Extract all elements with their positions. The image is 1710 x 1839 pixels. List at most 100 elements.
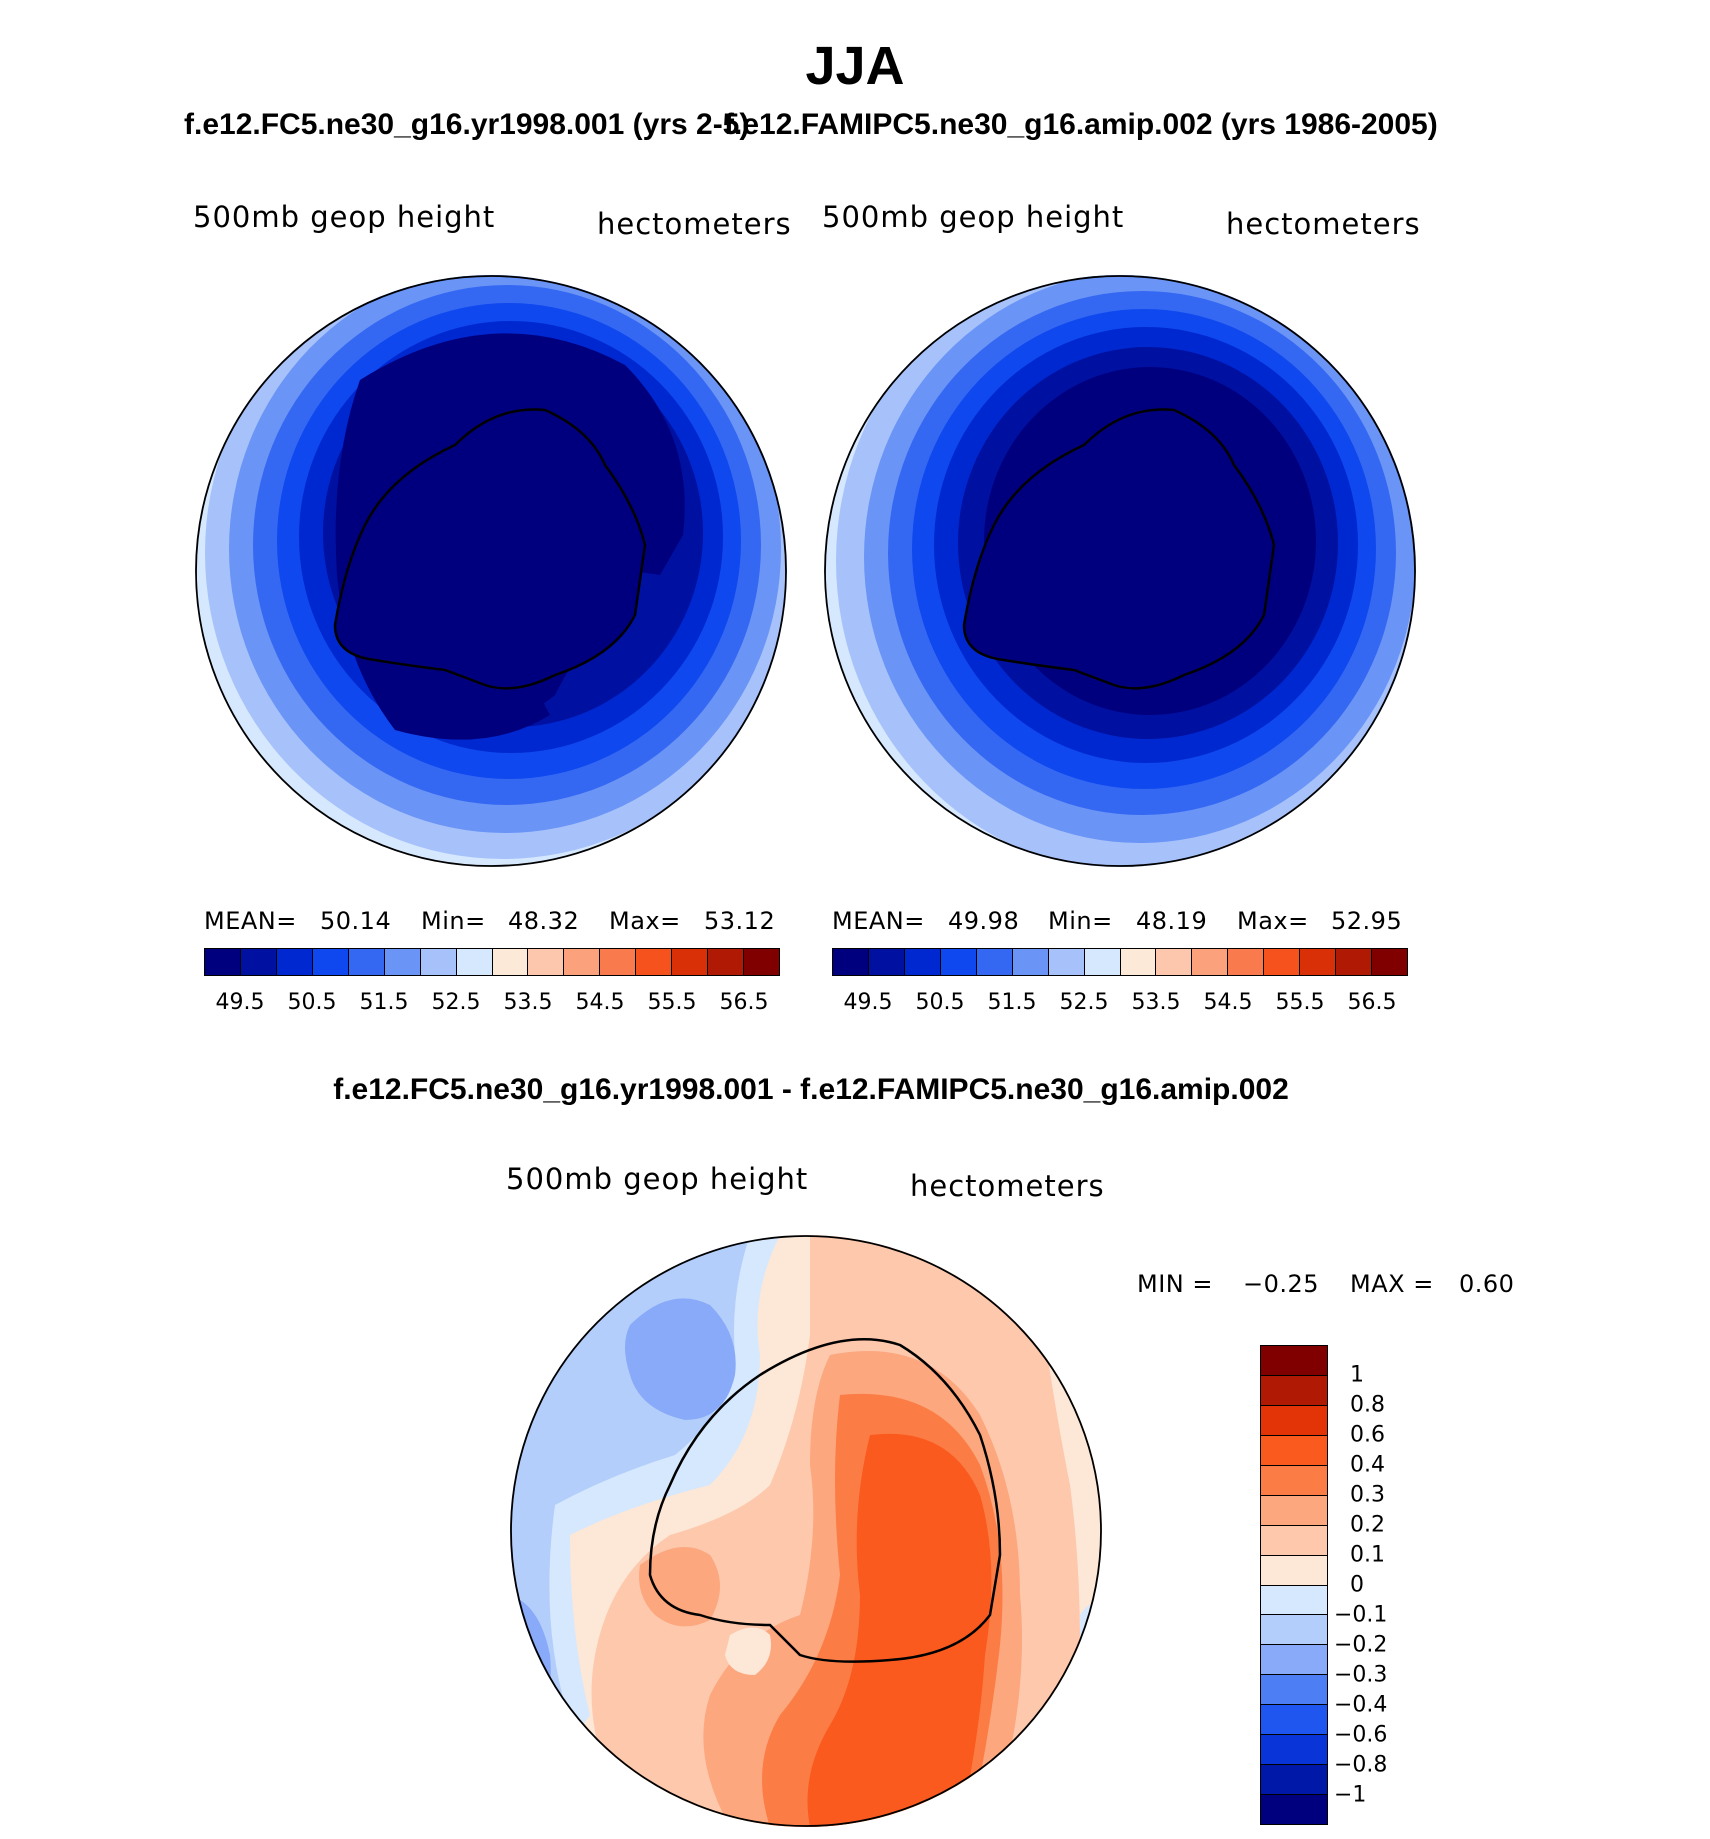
colorbar-tick-label: −0.6 (1334, 1722, 1388, 1748)
colorbar-swatch (312, 949, 349, 975)
colorbar-tick-label: 53.5 (1131, 990, 1181, 1015)
right-min-label: Min= (1048, 907, 1113, 935)
colorbar-tick-label: 54.5 (575, 990, 625, 1015)
right-mean-label: MEAN= (832, 907, 925, 935)
left-polar-map (195, 275, 787, 867)
colorbar-swatch (1048, 949, 1085, 975)
colorbar-tick-label: −0.2 (1334, 1632, 1388, 1658)
colorbar-tick-label: 49.5 (215, 990, 265, 1015)
left-mean-value: 50.14 (320, 907, 392, 935)
colorbar-swatch (205, 949, 241, 975)
colorbar-swatch (1372, 949, 1407, 975)
colorbar-tick-label: 1 (1350, 1362, 1364, 1388)
colorbar-swatch (1261, 1735, 1327, 1766)
colorbar-swatch (868, 949, 905, 975)
colorbar-swatch (1261, 1585, 1327, 1616)
left-colorbar (204, 948, 780, 976)
difference-title: f.e12.FC5.ne30_g16.yr1998.001 - f.e12.FA… (333, 1073, 1289, 1106)
colorbar-swatch (1261, 1405, 1327, 1436)
colorbar-swatch (492, 949, 529, 975)
colorbar-swatch (420, 949, 457, 975)
colorbar-swatch (744, 949, 779, 975)
colorbar-swatch (1261, 1346, 1327, 1376)
colorbar-swatch (240, 949, 277, 975)
colorbar-tick-label: 0.6 (1350, 1422, 1385, 1448)
left-min-label: Min= (421, 907, 486, 935)
diff-min-value: −0.25 (1243, 1270, 1320, 1298)
diff-max-label: MAX = (1350, 1270, 1434, 1298)
colorbar-swatch (1261, 1435, 1327, 1466)
colorbar-tick-label: −0.8 (1334, 1752, 1388, 1778)
diff-max-value: 0.60 (1459, 1270, 1515, 1298)
colorbar-swatch (1261, 1615, 1327, 1646)
colorbar-tick-label: 50.5 (287, 990, 337, 1015)
colorbar-swatch (1261, 1555, 1327, 1586)
colorbar-swatch (904, 949, 941, 975)
colorbar-tick-label: −0.3 (1334, 1662, 1388, 1688)
colorbar-swatch (1261, 1465, 1327, 1496)
left-mean-label: MEAN= (204, 907, 297, 935)
left-variable-label: 500mb geop height (193, 200, 496, 234)
colorbar-tick-label: 50.5 (915, 990, 965, 1015)
difference-colorbar-labels: 1 0.8 0.6 0.4 0.3 0.2 0.1 0 −0.1 −0.2 −0.3 −0.4 −0.6… (1334, 1345, 1440, 1825)
colorbar-swatch (1012, 949, 1049, 975)
right-colorbar (832, 948, 1408, 976)
colorbar-tick-label: 0 (1350, 1572, 1364, 1598)
colorbar-swatch (833, 949, 869, 975)
colorbar-swatch (708, 949, 745, 975)
colorbar-swatch (528, 949, 565, 975)
colorbar-tick-label: 0.2 (1350, 1512, 1385, 1538)
colorbar-swatch (1261, 1765, 1327, 1796)
colorbar-tick-label: 51.5 (359, 990, 409, 1015)
colorbar-tick-label: 0.1 (1350, 1542, 1385, 1568)
colorbar-swatch (940, 949, 977, 975)
left-max-label: Max= (609, 907, 681, 935)
colorbar-tick-label: 52.5 (1059, 990, 1109, 1015)
colorbar-swatch (1300, 949, 1337, 975)
colorbar-tick-label: 56.5 (719, 990, 769, 1015)
colorbar-swatch (276, 949, 313, 975)
colorbar-swatch (1120, 949, 1157, 975)
colorbar-swatch (976, 949, 1013, 975)
colorbar-tick-label: −0.4 (1334, 1692, 1388, 1718)
colorbar-swatch (1228, 949, 1265, 975)
plot-title: JJA (805, 36, 905, 96)
colorbar-tick-label: 0.8 (1350, 1392, 1385, 1418)
colorbar-swatch (1264, 949, 1301, 975)
right-polar-map (824, 275, 1416, 867)
difference-polar-map (510, 1235, 1102, 1827)
right-mean-value: 49.98 (948, 907, 1020, 935)
colorbar-swatch (672, 949, 709, 975)
colorbar-swatch (1261, 1795, 1327, 1824)
colorbar-swatch (1336, 949, 1373, 975)
left-min-value: 48.32 (508, 907, 580, 935)
colorbar-swatch (1261, 1645, 1327, 1676)
colorbar-swatch (1261, 1675, 1327, 1706)
colorbar-tick-label: 54.5 (1203, 990, 1253, 1015)
left-max-value: 53.12 (704, 907, 776, 935)
colorbar-tick-label: 55.5 (647, 990, 697, 1015)
colorbar-swatch (1261, 1705, 1327, 1736)
colorbar-swatch (1261, 1375, 1327, 1406)
colorbar-tick-label: 0.3 (1350, 1482, 1385, 1508)
colorbar-swatch (600, 949, 637, 975)
right-max-label: Max= (1237, 907, 1309, 935)
colorbar-tick-label: 49.5 (843, 990, 893, 1015)
colorbar-swatch (348, 949, 385, 975)
colorbar-tick-label: 56.5 (1347, 990, 1397, 1015)
right-min-value: 48.19 (1136, 907, 1208, 935)
colorbar-swatch (456, 949, 493, 975)
colorbar-tick-label: −0.1 (1334, 1602, 1388, 1628)
colorbar-tick-label: 53.5 (503, 990, 553, 1015)
right-units-label: hectometers (1226, 207, 1421, 241)
colorbar-swatch (1192, 949, 1229, 975)
colorbar-tick-label: −1 (1334, 1782, 1367, 1808)
colorbar-swatch (1084, 949, 1121, 975)
colorbar-tick-label: 0.4 (1350, 1452, 1385, 1478)
colorbar-swatch (1261, 1525, 1327, 1556)
colorbar-swatch (384, 949, 421, 975)
colorbar-tick-label: 51.5 (987, 990, 1037, 1015)
colorbar-swatch (1156, 949, 1193, 975)
colorbar-swatch (564, 949, 601, 975)
diff-variable-label: 500mb geop height (506, 1162, 809, 1196)
